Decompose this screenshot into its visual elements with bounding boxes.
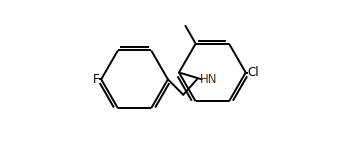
Text: HN: HN bbox=[199, 73, 217, 86]
Text: Cl: Cl bbox=[248, 66, 259, 79]
Text: F: F bbox=[92, 73, 99, 86]
